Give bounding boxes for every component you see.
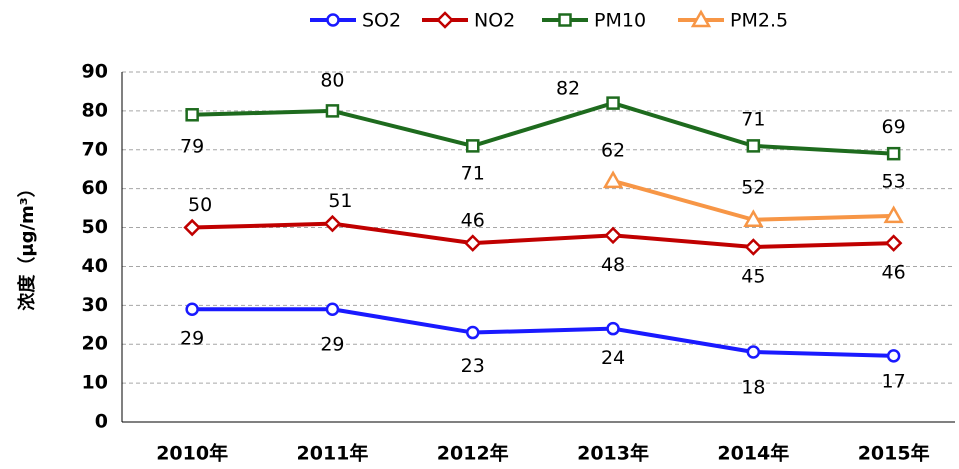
point-marker [606,321,620,336]
point-marker [325,104,340,118]
data-label: 71 [461,162,485,184]
data-label: 50 [188,194,212,216]
x-tick-label: 2012年 [437,442,509,465]
legend-label: PM10 [594,10,646,32]
point-marker [743,209,764,228]
legend-marker [690,9,712,28]
data-label: 48 [601,254,625,276]
data-label: 29 [180,328,204,350]
series-line [192,221,894,250]
x-tick-label: 2014年 [717,442,789,465]
point-marker [884,234,903,252]
data-label: 46 [461,210,485,232]
point-marker [886,146,901,161]
data-label: 80 [320,69,344,91]
x-tick-label: 2013年 [577,442,649,465]
y-tick-label: 0 [95,411,108,433]
data-label: 45 [741,266,765,288]
point-marker [883,205,904,224]
y-tick-label: 40 [82,255,108,277]
y-tick-label: 80 [82,99,108,121]
legend-marker [326,13,340,27]
point-marker [466,325,480,340]
point-marker [185,108,199,122]
data-label: 24 [601,347,625,369]
data-label: 29 [320,334,344,356]
legend-label: NO2 [474,10,515,32]
point-marker [606,96,620,110]
y-tick-label: 20 [82,333,108,355]
legend-item: NO2 [422,10,515,32]
point-marker [886,349,901,363]
legend-label: SO2 [362,10,401,32]
data-label: 46 [882,262,906,284]
data-label: 71 [741,108,765,130]
legend-item: SO2 [310,10,401,32]
point-marker [746,139,761,153]
point-marker [744,238,763,256]
point-marker [463,234,482,252]
y-axis-title: 浓度（μg/m³） [16,179,38,310]
data-label: 18 [741,377,765,399]
data-label: 82 [556,78,580,100]
series-line [192,307,894,358]
series-line [192,101,894,156]
data-label: 69 [882,116,906,138]
y-tick-label: 70 [82,138,108,160]
y-tick-label: 30 [82,294,108,316]
legend-marker [558,13,572,27]
point-marker [325,302,340,316]
data-label: 52 [741,176,765,198]
data-label: 53 [882,170,906,192]
data-label: 17 [882,370,906,392]
point-marker [185,302,199,316]
data-label: 23 [461,355,485,377]
legend-item: PM2.5 [678,10,788,32]
x-tick-label: 2011年 [297,442,369,465]
point-marker [746,345,761,359]
point-marker [183,218,201,237]
point-marker [323,214,342,233]
y-tick-label: 10 [82,372,108,394]
point-marker [602,170,624,189]
x-tick-label: 2015年 [858,442,930,465]
point-marker [604,226,622,245]
legend-item: PM10 [542,10,646,32]
legend-marker [436,11,454,29]
legend-label: PM2.5 [730,10,788,32]
x-tick-label: 2010年 [156,442,228,465]
data-label: 51 [328,190,352,212]
data-label: 79 [180,135,204,157]
y-tick-label: 60 [82,177,108,199]
y-tick-label: 90 [82,61,108,83]
y-tick-label: 50 [82,216,108,238]
data-label: 62 [601,139,625,161]
point-marker [466,139,480,153]
